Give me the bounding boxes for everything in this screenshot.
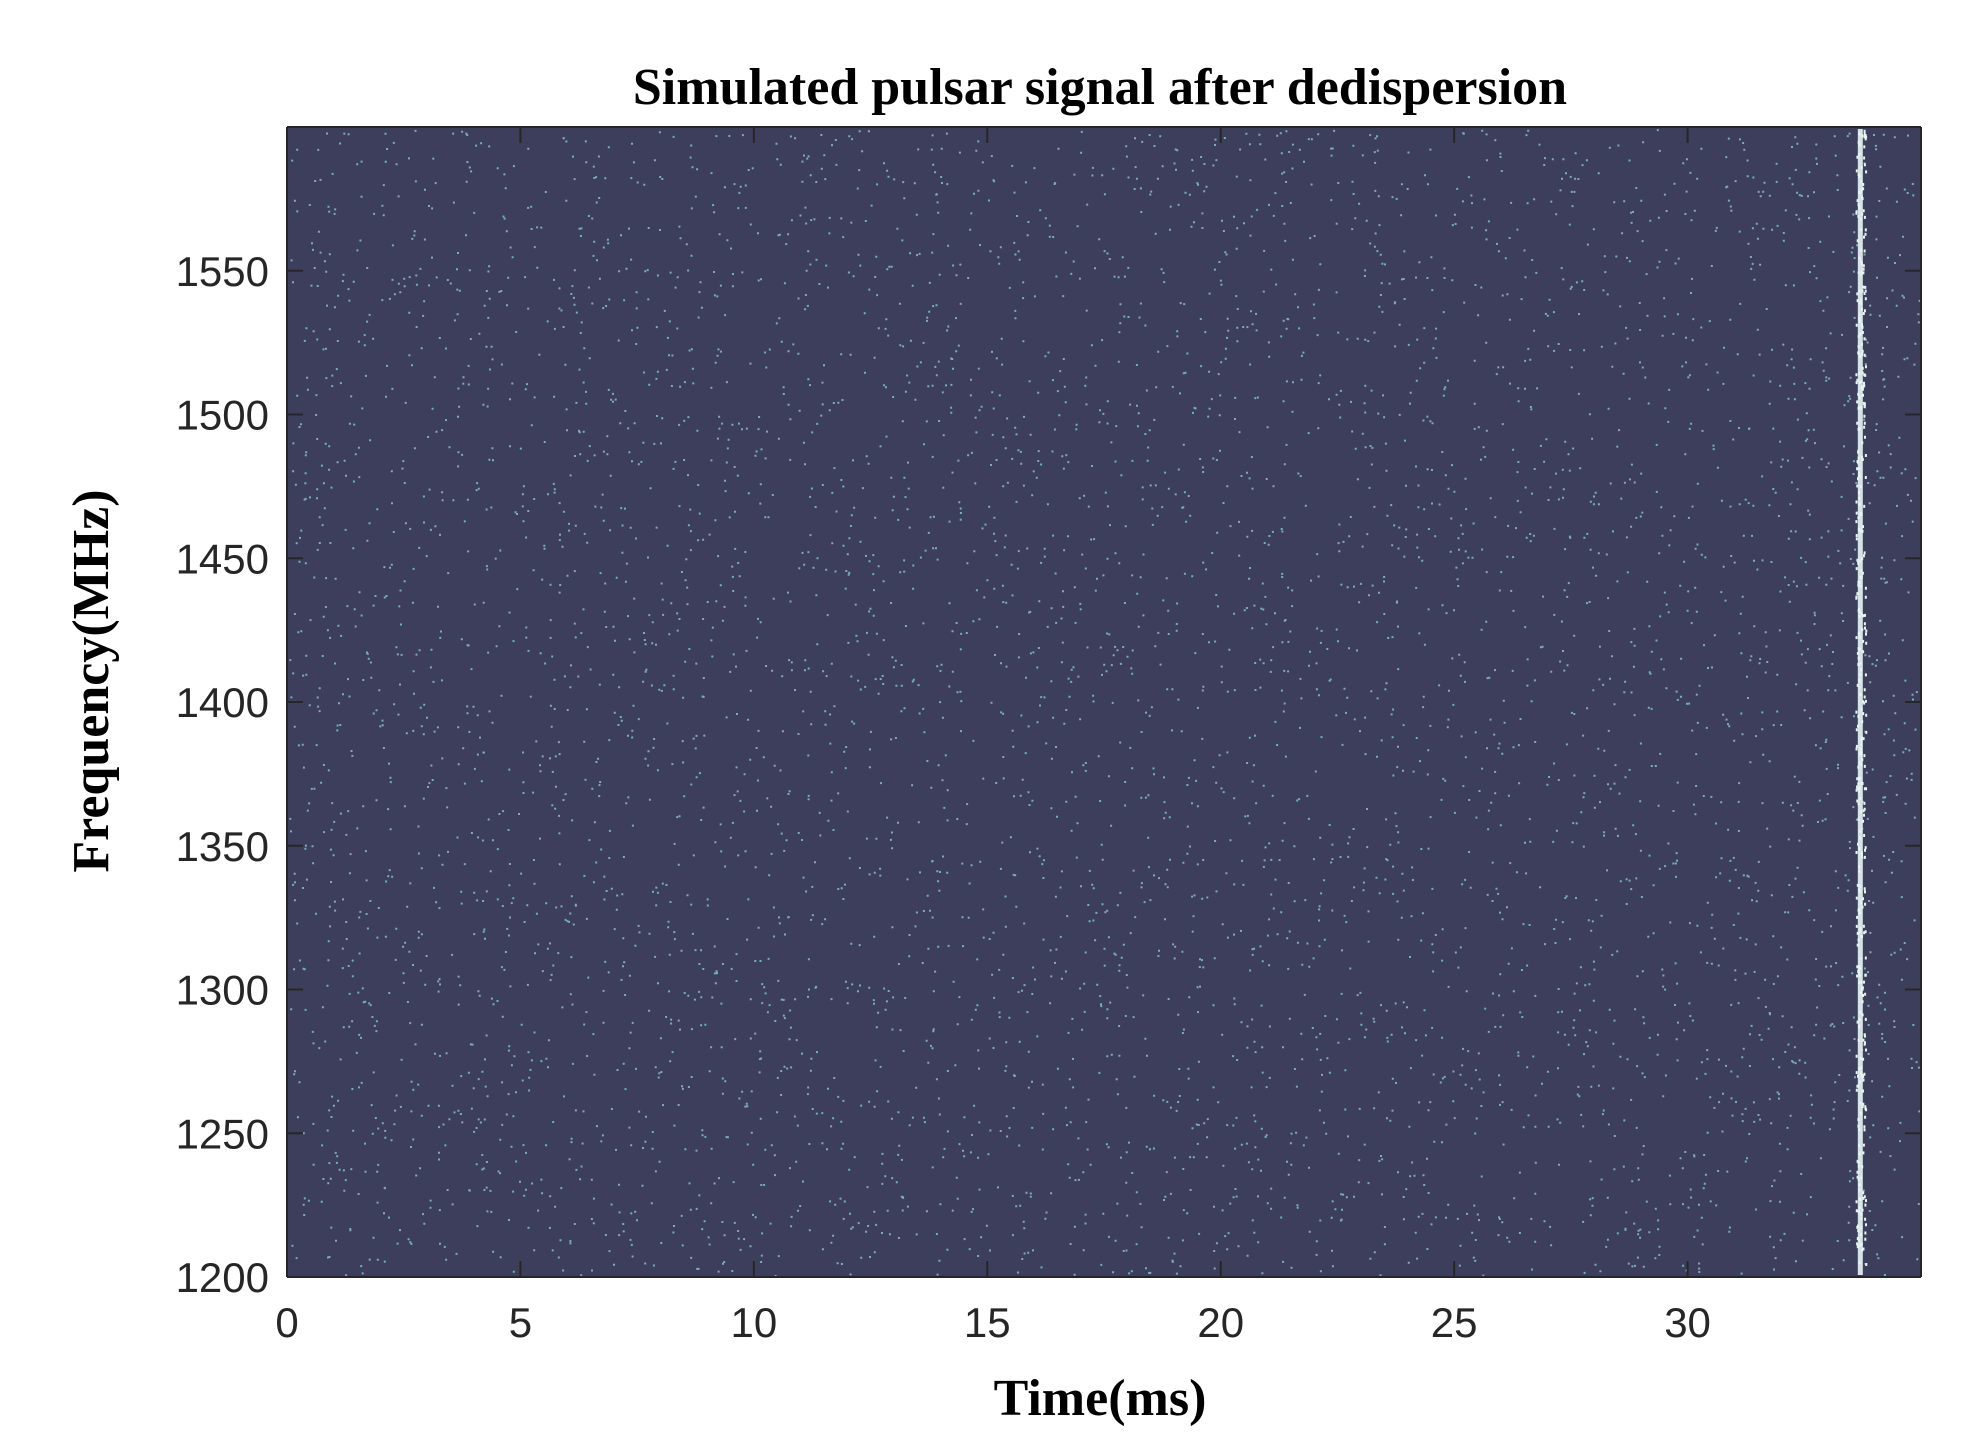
y-axis-label: Frequency(MHz) (63, 489, 120, 872)
plot-area (287, 127, 1921, 1278)
y-tick-label: 1250 (176, 1110, 269, 1157)
y-tick-label: 1450 (176, 535, 269, 582)
x-axis-label: Time(ms) (994, 1370, 1207, 1427)
x-tick-label: 10 (730, 1299, 777, 1346)
y-ticks: 1200 1250 1300 1350 1400 1450 1500 1550 (176, 248, 1921, 1301)
x-ticks: 0 5 10 15 20 25 30 (275, 127, 1711, 1346)
y-tick-label: 1400 (176, 679, 269, 726)
chart-title: Simulated pulsar signal after dedispersi… (633, 59, 1567, 116)
pulse-signal (1855, 129, 1868, 1275)
y-tick-label: 1550 (176, 248, 269, 295)
plot-background (287, 127, 1921, 1277)
pulse-speckle (1855, 129, 1868, 1266)
x-tick-label: 30 (1664, 1299, 1711, 1346)
y-tick-label: 1200 (176, 1254, 269, 1301)
pulse-line (1857, 129, 1863, 1275)
x-tick-label: 25 (1431, 1299, 1478, 1346)
y-tick-label: 1350 (176, 823, 269, 870)
x-tick-label: 0 (275, 1299, 298, 1346)
x-tick-label: 15 (964, 1299, 1011, 1346)
x-tick-label: 5 (509, 1299, 532, 1346)
y-tick-label: 1500 (176, 392, 269, 439)
x-tick-label: 20 (1197, 1299, 1244, 1346)
y-tick-label: 1300 (176, 967, 269, 1014)
